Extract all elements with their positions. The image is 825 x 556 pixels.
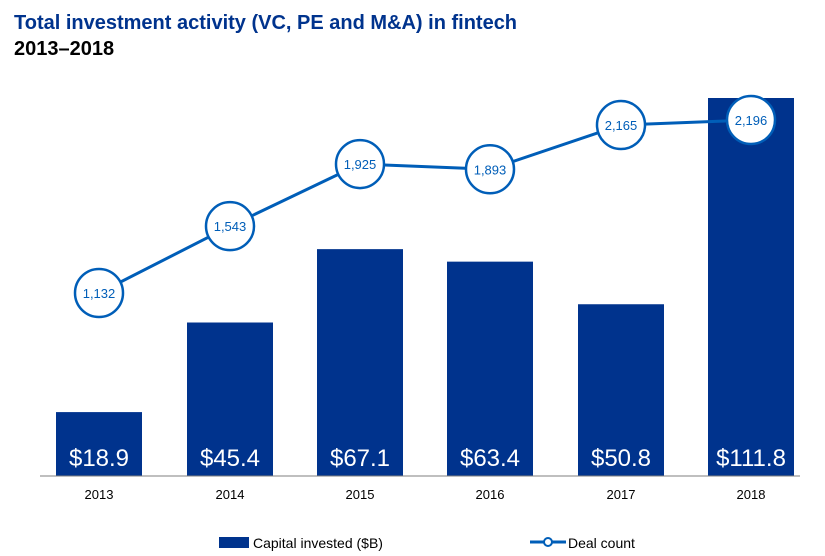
- deal-marker-2014: [204, 200, 256, 252]
- bars-layer: [56, 98, 794, 476]
- bar-2014: [187, 322, 273, 476]
- bar-labels-layer: $18.9 $45.4 $67.1 $63.4 $50.8 $111.8: [69, 445, 786, 472]
- deal-label-2018: 2,196: [735, 113, 768, 128]
- deal-marker-2016: [464, 144, 516, 195]
- bar-label-2014: $45.4: [200, 445, 260, 472]
- x-tick-2013: 2013: [85, 487, 114, 502]
- legend-marker-icon: [543, 537, 553, 547]
- x-ticks-layer: 2013 2014 2015 2016 2017 2018: [85, 487, 766, 502]
- x-tick-2015: 2015: [346, 487, 375, 502]
- bar-label-2016: $63.4: [460, 445, 520, 472]
- legend: Capital invested ($B) Deal count: [219, 535, 635, 551]
- deal-label-2014: 1,543: [214, 219, 247, 234]
- deal-marker-2013: [73, 267, 125, 319]
- deal-marker-2018: [725, 94, 777, 146]
- line-layer: 1,132 1,543 1,925 1,893 2,165 2,196: [73, 94, 777, 319]
- bar-2018: [708, 98, 794, 476]
- legend-bar-swatch: [219, 537, 249, 548]
- bar-label-2015: $67.1: [330, 445, 390, 472]
- bar-label-2013: $18.9: [69, 445, 129, 472]
- bar-2015: [317, 249, 403, 476]
- chart-title: Total investment activity (VC, PE and M&…: [14, 12, 518, 34]
- deal-marker-2015: [334, 138, 386, 190]
- deal-label-2017: 2,165: [605, 118, 638, 133]
- chart-subtitle: 2013–2018: [14, 38, 115, 60]
- deal-count-line: [98, 118, 752, 295]
- deal-label-2013: 1,132: [83, 286, 116, 301]
- legend-bar-label: Capital invested ($B): [253, 535, 383, 551]
- deal-label-2016: 1,893: [474, 162, 507, 177]
- x-tick-2017: 2017: [607, 487, 636, 502]
- x-tick-2018: 2018: [737, 487, 766, 502]
- legend-line-label: Deal count: [568, 535, 635, 551]
- x-tick-2016: 2016: [476, 487, 505, 502]
- bar-2016: [447, 261, 533, 476]
- bar-2013: [56, 412, 142, 476]
- bar-2017: [578, 304, 664, 476]
- x-tick-2014: 2014: [216, 487, 245, 502]
- bar-label-2018: $111.8: [716, 445, 786, 472]
- bar-label-2017: $50.8: [591, 445, 651, 472]
- deal-label-2015: 1,925: [344, 157, 377, 172]
- deal-marker-2017: [595, 99, 647, 151]
